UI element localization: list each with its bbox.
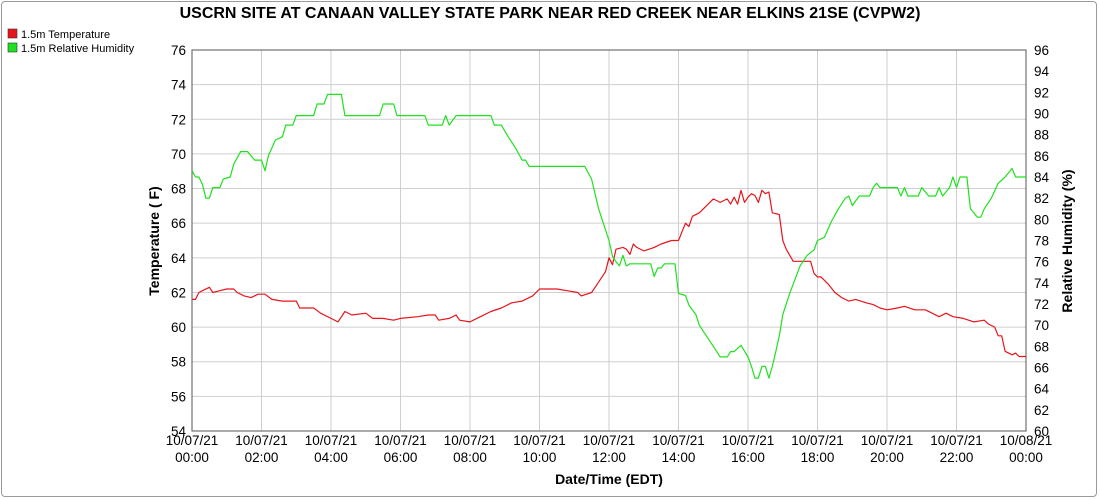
y-right-tick-label: 74 <box>1034 276 1050 291</box>
x-tick-date: 10/07/21 <box>235 433 288 448</box>
plot-area-border <box>191 49 1027 432</box>
series-lines <box>191 93 1026 379</box>
y-right-tick-label: 64 <box>1034 382 1050 397</box>
y-left-tick-label: 76 <box>171 43 186 58</box>
x-tick-date: 10/07/21 <box>583 433 636 448</box>
y-right-tick-label: 90 <box>1034 107 1049 122</box>
x-tick-time: 02:00 <box>245 450 279 465</box>
x-axis-label: Date/Time (EDT) <box>555 471 663 487</box>
x-tick-time: 00:00 <box>175 450 209 465</box>
x-tick-time: 18:00 <box>801 450 835 465</box>
humidity-line <box>191 93 1026 379</box>
y-axis-right-label: Relative Humidity (%) <box>1059 169 1075 312</box>
y-right-tick-label: 88 <box>1034 128 1049 143</box>
y-left-tick-label: 70 <box>171 147 186 162</box>
y-left-tick-label: 64 <box>171 251 187 266</box>
y-right-tick-label: 62 <box>1034 403 1049 418</box>
x-tick-date: 10/07/21 <box>166 433 219 448</box>
x-tick-date: 10/07/21 <box>374 433 427 448</box>
y-right-tick-label: 72 <box>1034 297 1049 312</box>
y-right-tick-label: 68 <box>1034 339 1049 354</box>
y-right-tick-label: 70 <box>1034 318 1049 333</box>
y-left-tick-label: 54 <box>171 424 187 439</box>
legend-label-temperature: 1.5m Temperature <box>21 29 110 41</box>
x-tick-date: 10/08/21 <box>1000 433 1053 448</box>
y-right-tick-label: 80 <box>1034 212 1049 227</box>
y-left-tick-label: 72 <box>171 112 186 127</box>
y-left-tick-label: 66 <box>171 216 186 231</box>
y-right-tick-label: 92 <box>1034 85 1049 100</box>
y-right-tick-label: 66 <box>1034 361 1049 376</box>
x-tick-time: 08:00 <box>453 450 487 465</box>
x-tick-time: 06:00 <box>384 450 418 465</box>
x-tick-date: 10/07/21 <box>861 433 914 448</box>
y-axis-left-label: Temperature ( F) <box>146 186 162 295</box>
legend-swatch-humidity <box>7 42 18 53</box>
legend-swatch-temperature <box>7 28 18 39</box>
y-right-tick-label: 84 <box>1034 170 1050 185</box>
y-right-tick-label: 78 <box>1034 234 1049 249</box>
chart-title: USCRN SITE AT CANAAN VALLEY STATE PARK N… <box>180 5 921 22</box>
y-right-tick-label: 82 <box>1034 191 1049 206</box>
x-tick-time: 16:00 <box>731 450 765 465</box>
x-tick-time: 20:00 <box>870 450 904 465</box>
x-tick-date: 10/07/21 <box>722 433 775 448</box>
y-left-tick-label: 62 <box>171 285 186 300</box>
x-tick-time: 14:00 <box>662 450 696 465</box>
x-tick-time: 12:00 <box>592 450 626 465</box>
y-right-tick-label: 86 <box>1034 149 1049 164</box>
y-axis-right-ticks: 60 62 64 66 68 70 72 74 76 78 80 82 84 86 88 90 92 94 96 <box>1034 43 1050 439</box>
x-tick-time: 00:00 <box>1009 450 1043 465</box>
x-tick-date: 10/07/21 <box>652 433 705 448</box>
x-tick-date: 10/07/21 <box>513 433 566 448</box>
x-tick-date: 10/07/21 <box>444 433 497 448</box>
x-axis-ticks: 10/07/21 00:00 10/07/21 02:00 10/07/21 04:00 1… <box>166 433 1053 465</box>
y-left-tick-label: 60 <box>171 320 186 335</box>
legend-label-humidity: 1.5m Relative Humidity <box>21 43 135 55</box>
x-tick-date: 10/07/21 <box>305 433 358 448</box>
y-axis-left-ticks: 54 56 58 60 62 64 66 68 70 72 74 76 <box>171 43 187 439</box>
x-tick-time: 22:00 <box>940 450 974 465</box>
y-left-tick-label: 58 <box>171 355 186 370</box>
y-right-tick-label: 76 <box>1034 255 1049 270</box>
y-right-tick-label: 60 <box>1034 424 1049 439</box>
x-tick-date: 10/07/21 <box>930 433 983 448</box>
y-left-tick-label: 56 <box>171 389 186 404</box>
y-left-tick-label: 74 <box>171 78 187 93</box>
x-tick-time: 10:00 <box>523 450 557 465</box>
y-right-tick-label: 94 <box>1034 64 1050 79</box>
y-right-tick-label: 96 <box>1034 43 1049 58</box>
x-tick-time: 04:00 <box>314 450 348 465</box>
legend: 1.5m Temperature 1.5m Relative Humidity <box>7 28 135 55</box>
x-tick-date: 10/07/21 <box>791 433 844 448</box>
temperature-line <box>192 189 1026 358</box>
y-left-tick-label: 68 <box>171 182 186 197</box>
